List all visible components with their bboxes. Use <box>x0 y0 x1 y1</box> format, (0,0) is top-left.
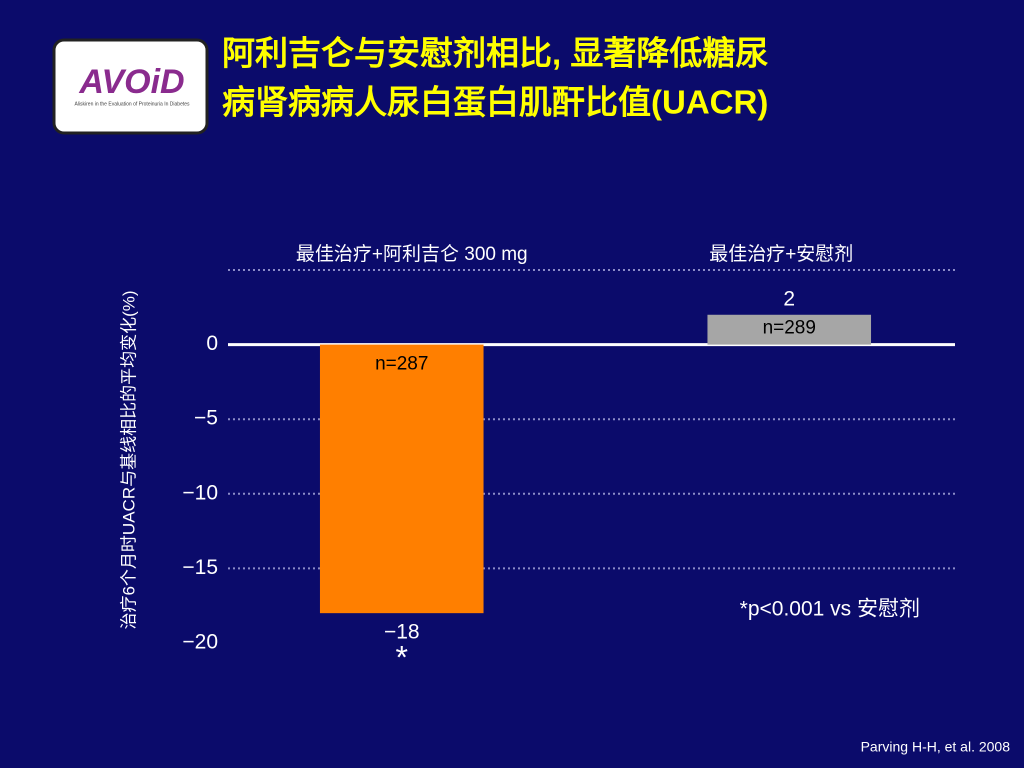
value-label: −18 <box>384 621 420 644</box>
footnote: *p<0.001 vs 安慰剂 <box>740 598 920 621</box>
category-label: 最佳治疗+阿利吉仑 300 mg <box>296 243 528 265</box>
significance-mark: * <box>396 640 408 676</box>
logo-box <box>52 38 209 135</box>
bar <box>707 314 872 345</box>
title-line: 病肾病病人尿白蛋白肌酐比值(UACR) <box>222 84 768 121</box>
category-label: 最佳治疗+安慰剂 <box>709 243 853 265</box>
bar <box>319 344 484 614</box>
title-line: 阿利吉仑与安慰剂相比, 显著降低糖尿 <box>222 35 768 72</box>
y-axis-title: 治疗6个月时UACR与基线相比的平均变化(%) <box>119 290 138 629</box>
y-tick-label: −15 <box>182 556 218 579</box>
value-label: 2 <box>783 287 795 310</box>
sample-size: n=289 <box>763 318 816 339</box>
y-tick-label: −5 <box>194 407 218 430</box>
sample-size: n=287 <box>375 354 428 375</box>
citation: Parving H-H, et al. 2008 <box>861 739 1011 755</box>
logo-tagline: Aliskiren in the Evaluation of Proteinur… <box>74 101 190 107</box>
y-tick-label: −20 <box>182 631 218 654</box>
y-tick-label: 0 <box>206 332 218 355</box>
y-tick-label: −10 <box>182 481 218 504</box>
logo-name: AVOiD <box>78 63 184 101</box>
